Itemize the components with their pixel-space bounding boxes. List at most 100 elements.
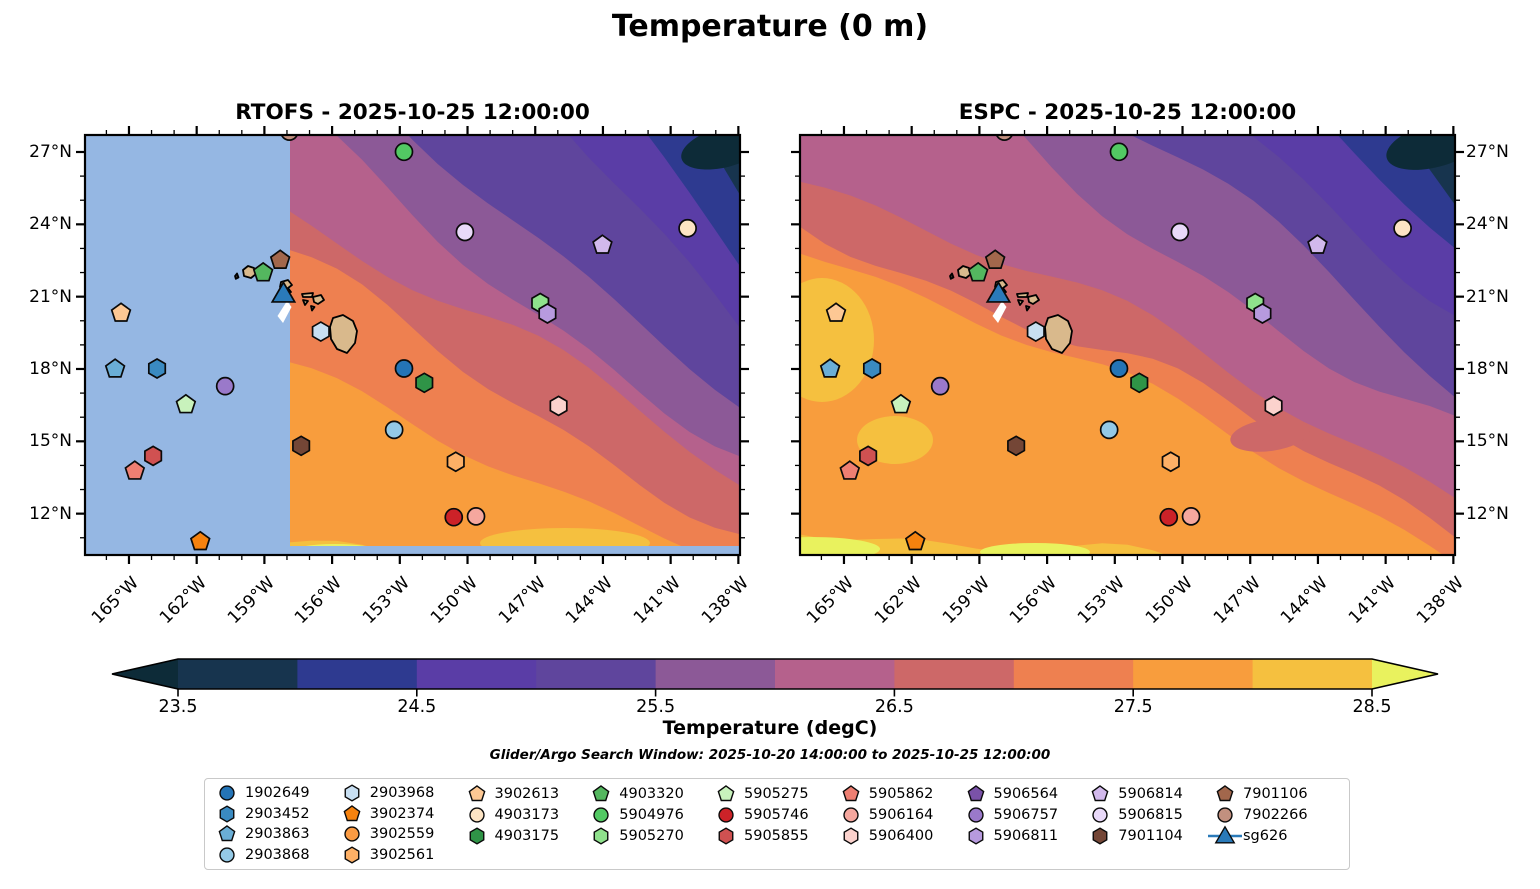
legend-label: 7901106 bbox=[1243, 785, 1308, 802]
lon-tick-label: 159°W bbox=[223, 573, 279, 628]
pentagon-marker bbox=[592, 784, 610, 801]
legend-entry-7902266: 7902266 bbox=[1215, 804, 1337, 825]
pentagon-marker bbox=[1091, 784, 1109, 801]
colorbar-tick-labels: 23.5 24.5 25.5 26.5 27.5 28.5 bbox=[112, 697, 1438, 719]
circle-marker-icon bbox=[219, 847, 235, 863]
legend-label: sg626 bbox=[1243, 827, 1288, 844]
lat-tick-label: 21°N bbox=[1466, 286, 1509, 307]
legend-label: 7902266 bbox=[1243, 806, 1308, 823]
colorbar-tick-label: 27.5 bbox=[1113, 697, 1153, 717]
colorbar-tick-label: 26.5 bbox=[874, 697, 914, 717]
legend-label: 2903863 bbox=[245, 826, 310, 843]
marker-5906164 bbox=[1181, 507, 1201, 526]
pentagon-marker-icon bbox=[218, 825, 236, 842]
legend-entry-2903968: 2903968 bbox=[342, 783, 464, 804]
hexagon-marker bbox=[718, 826, 734, 845]
hexagon-marker-icon bbox=[718, 826, 734, 845]
search-window-subtitle: Glider/Argo Search Window: 2025-10-20 14… bbox=[489, 747, 1051, 763]
hexagon-marker bbox=[344, 784, 360, 802]
platform-markers bbox=[819, 135, 1412, 551]
legend-entry-5906164: 5906164 bbox=[841, 804, 963, 825]
circle-marker-icon bbox=[843, 806, 859, 823]
platform-markers bbox=[104, 135, 697, 551]
marker-5905746 bbox=[444, 507, 464, 527]
legend-label: 5906811 bbox=[993, 827, 1059, 844]
circle-marker bbox=[1092, 806, 1108, 823]
marker-5905746 bbox=[1159, 507, 1179, 527]
marker-3902561 bbox=[446, 451, 465, 473]
circle-marker-icon bbox=[718, 806, 734, 823]
legend-entry-3902559: 3902559 bbox=[342, 824, 464, 845]
circle-marker bbox=[1217, 806, 1233, 823]
circle-marker-icon bbox=[967, 806, 984, 823]
marker-1902649 bbox=[1109, 359, 1129, 378]
colorbar-tick-label: 25.5 bbox=[636, 697, 676, 717]
circle-marker-icon bbox=[219, 785, 235, 801]
marker-7901104 bbox=[1007, 435, 1026, 457]
pentagon-marker bbox=[842, 784, 860, 801]
glider-heading-arrow-icon bbox=[277, 301, 292, 323]
lat-tick-label: 12°N bbox=[1466, 503, 1509, 524]
circle-marker bbox=[344, 826, 360, 842]
no-data-mask bbox=[85, 135, 740, 555]
marker-4903320 bbox=[252, 261, 274, 282]
pentagon-marker-icon bbox=[343, 804, 361, 821]
pentagon-marker-icon bbox=[592, 784, 610, 801]
marker-2903968 bbox=[311, 321, 330, 343]
legend-label: 5904976 bbox=[619, 806, 684, 823]
axis-ticks bbox=[76, 126, 749, 564]
lon-tick-label: 165°W bbox=[88, 573, 144, 628]
legend-entry-5906400: 5906400 bbox=[841, 825, 963, 846]
legend-entry-5906564: 5906564 bbox=[966, 783, 1088, 804]
hexagon-marker-icon bbox=[219, 805, 235, 823]
legend-label: 5906814 bbox=[1118, 785, 1183, 802]
hexagon-marker-icon bbox=[344, 846, 360, 864]
circle-marker bbox=[967, 806, 984, 823]
legend-label: 3902613 bbox=[494, 785, 560, 802]
lon-tick-label: 138°W bbox=[1412, 573, 1468, 628]
legend-label: 5905855 bbox=[744, 827, 809, 844]
glider-heading-arrow-icon bbox=[992, 301, 1007, 323]
legend-entry-5905270: 5905270 bbox=[591, 825, 713, 846]
lat-tick-label: 27°N bbox=[1466, 142, 1509, 162]
circle-marker-icon bbox=[1217, 806, 1233, 823]
temperature-field bbox=[800, 135, 1455, 555]
lon-axis-rtofs: 165°W 162°W 159°W 156°W 153°W 150°W 147°W 144°W… bbox=[85, 567, 752, 647]
lon-tick-label: 159°W bbox=[938, 573, 994, 628]
hexagon-marker bbox=[843, 826, 859, 845]
lat-tick-label: 18°N bbox=[29, 358, 72, 379]
legend-label: 4903320 bbox=[619, 785, 684, 802]
lat-tick-label: 24°N bbox=[29, 214, 72, 235]
legend-entry-3902374: 3902374 bbox=[342, 804, 464, 825]
lon-tick-label: 144°W bbox=[1277, 573, 1333, 628]
legend-column: 7901106 7902266 sg626 bbox=[1208, 783, 1337, 865]
legend-entry-5905862: 5905862 bbox=[841, 783, 963, 804]
marker-4903173 bbox=[1393, 218, 1412, 238]
lon-tick-label: 162°W bbox=[155, 573, 211, 628]
legend-entry-7901104: 7901104 bbox=[1090, 825, 1212, 846]
marker-7901106 bbox=[984, 249, 1006, 269]
marker-5905862 bbox=[839, 460, 861, 480]
lon-tick-label: 141°W bbox=[629, 573, 685, 628]
lon-tick-label: 153°W bbox=[1074, 573, 1130, 628]
lon-tick-label: 156°W bbox=[1006, 573, 1062, 628]
marker-5905862 bbox=[124, 460, 146, 480]
legend-label: 5906757 bbox=[993, 806, 1059, 823]
platform-legend: 1902649 2903452 2903863 2903868 2903968 39023… bbox=[204, 778, 1350, 870]
circle-marker bbox=[593, 806, 609, 823]
hexagon-marker bbox=[593, 826, 609, 845]
marker-4903173 bbox=[678, 218, 697, 238]
marker-5906164 bbox=[466, 507, 486, 526]
circle-marker bbox=[219, 847, 235, 863]
legend-entry-2903868: 2903868 bbox=[217, 845, 339, 866]
marker-7901104 bbox=[292, 435, 311, 457]
legend-entry-3902613: 3902613 bbox=[467, 783, 589, 804]
lon-tick-label: 138°W bbox=[697, 573, 753, 628]
legend-column: 5905862 5906164 5906400 bbox=[841, 783, 963, 865]
pentagon-marker bbox=[468, 784, 485, 801]
hexagon-marker bbox=[469, 826, 484, 845]
legend-entry-sg626: sg626 bbox=[1208, 824, 1337, 846]
marker-5906400 bbox=[1264, 395, 1283, 417]
marker-2903863 bbox=[819, 358, 841, 378]
